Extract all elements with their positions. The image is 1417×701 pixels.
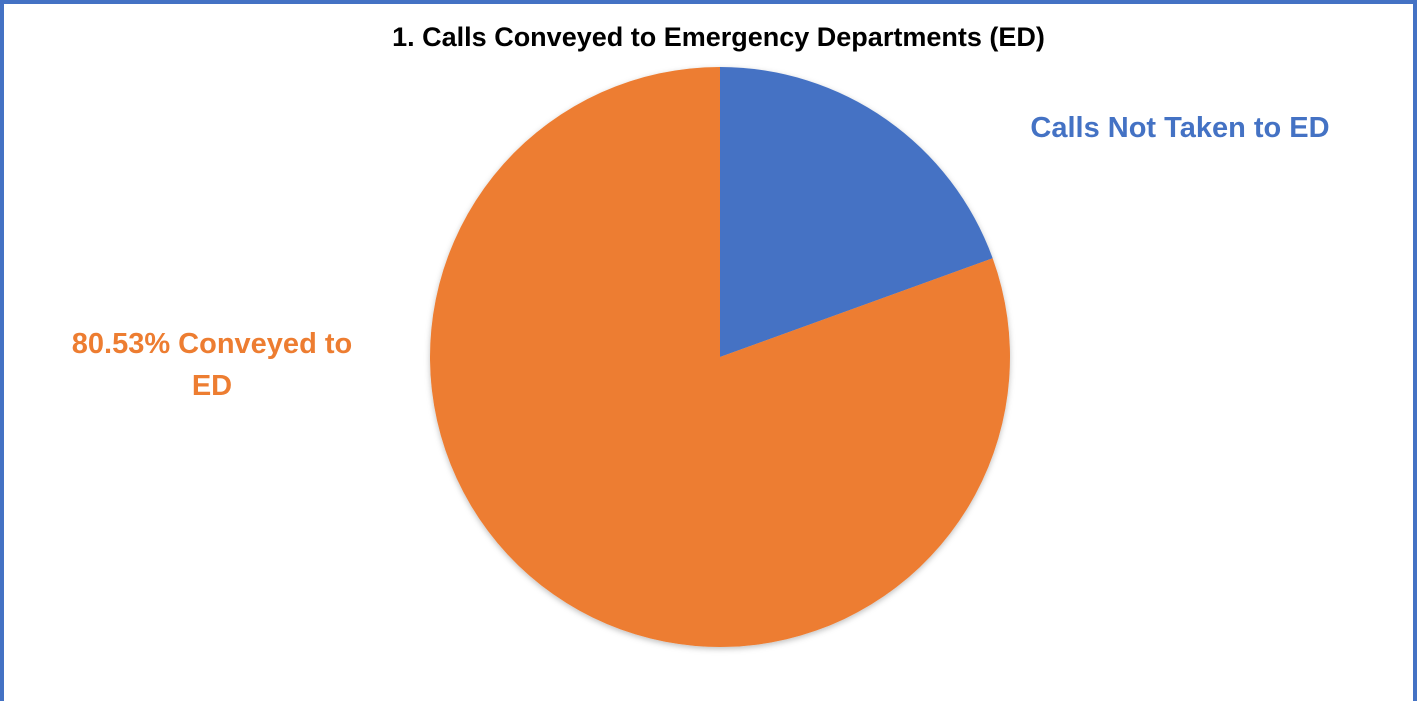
- slice-label-line: Calls Not Taken to ED: [1030, 112, 1329, 144]
- slice-label-line: ED: [192, 370, 232, 402]
- chart-title: 1. Calls Conveyed to Emergency Departmen…: [392, 22, 1045, 52]
- pie-slice-1: [430, 67, 1010, 647]
- slice-label-line: 80.53% Conveyed to: [72, 328, 352, 360]
- slice-label-1: 80.53% Conveyed to ED: [72, 328, 352, 402]
- pie-slice-0: [720, 67, 993, 357]
- slice-label-0: Calls Not Taken to ED: [1030, 112, 1329, 144]
